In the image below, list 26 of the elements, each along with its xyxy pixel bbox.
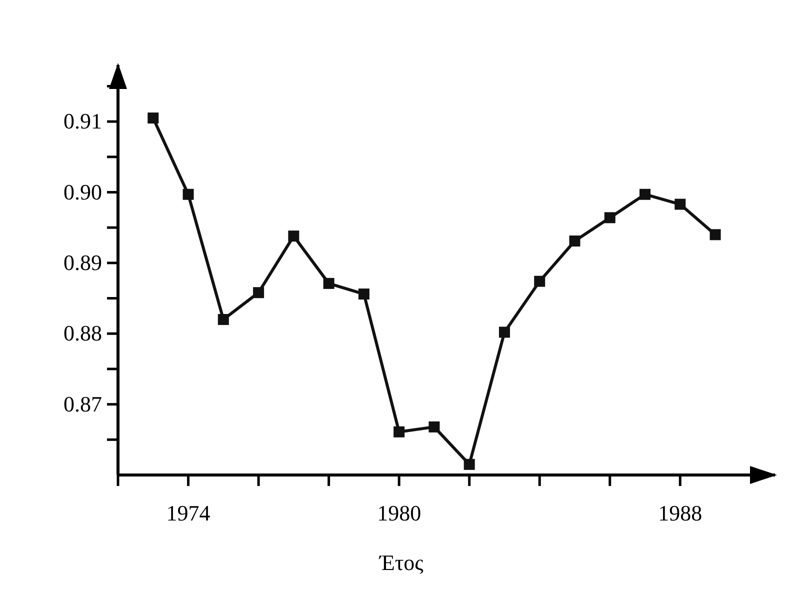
point <box>323 278 334 289</box>
y-tick-label: 0.89 <box>64 250 102 275</box>
x-tick-label: 1974 <box>166 500 210 526</box>
point <box>710 229 721 240</box>
point <box>182 188 194 200</box>
point <box>569 236 580 247</box>
point <box>498 326 510 338</box>
point <box>394 426 405 438</box>
x-axis-title: Έτος <box>378 550 424 575</box>
point <box>464 458 475 470</box>
point <box>148 112 159 124</box>
y-tick-label: 0.90 <box>64 179 102 204</box>
point <box>358 288 370 300</box>
x-tick-label: 1980 <box>377 500 422 526</box>
y-tick-label: 0.88 <box>64 320 102 346</box>
point <box>534 276 546 287</box>
point <box>640 188 651 200</box>
point <box>253 287 264 298</box>
point <box>288 230 300 242</box>
point <box>428 421 440 432</box>
point <box>674 198 686 210</box>
point <box>218 314 229 325</box>
y-tick-label: 0.91 <box>64 108 102 134</box>
y-tick-label: 0.87 <box>64 391 102 416</box>
point <box>604 212 616 224</box>
x-tick-label: 1988 <box>658 500 702 526</box>
